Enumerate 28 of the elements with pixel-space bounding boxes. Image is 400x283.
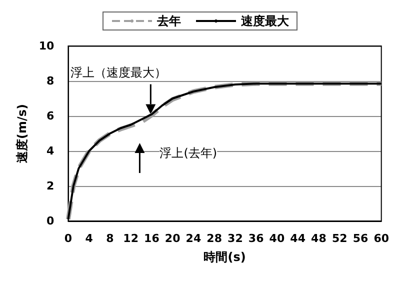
x-tick-label: 60 <box>374 232 390 245</box>
y-axis-title: 速度(m/s) <box>15 104 29 164</box>
y-tick-label: 6 <box>46 110 55 122</box>
y-tick-label: 0 <box>46 214 55 228</box>
x-tick-label: 44 <box>290 232 306 245</box>
x-tick-label: 56 <box>352 232 368 245</box>
y-tick-label: 4 <box>46 144 55 158</box>
x-tick-label: 40 <box>269 232 285 245</box>
x-tick-label: 52 <box>332 232 348 245</box>
annotation: 浮上（速度最大） <box>70 65 167 80</box>
x-tick-label: 32 <box>228 232 243 245</box>
x-tick-label: 24 <box>186 232 202 245</box>
annotation: 浮上(去年) <box>160 146 218 160</box>
y-tick-label: 10 <box>38 40 55 52</box>
x-tick-label: 4 <box>85 232 94 245</box>
x-tick-label: 8 <box>106 232 114 245</box>
y-tick-label: 8 <box>46 74 54 88</box>
x-tick-label: 20 <box>164 232 181 245</box>
x-tick-label: 48 <box>311 232 326 245</box>
y-tick-label: 2 <box>46 180 54 192</box>
x-tick-label: 28 <box>206 232 222 245</box>
x-tick-label: 36 <box>248 232 264 245</box>
x-tick-label: 12 <box>123 232 138 245</box>
legend-label: 去年 <box>156 14 181 28</box>
legend-label: 速度最大 <box>240 14 290 28</box>
x-axis-title: 時間(s) <box>204 250 246 264</box>
x-tick-label: 0 <box>64 232 72 245</box>
x-tick-label: 16 <box>144 232 160 245</box>
